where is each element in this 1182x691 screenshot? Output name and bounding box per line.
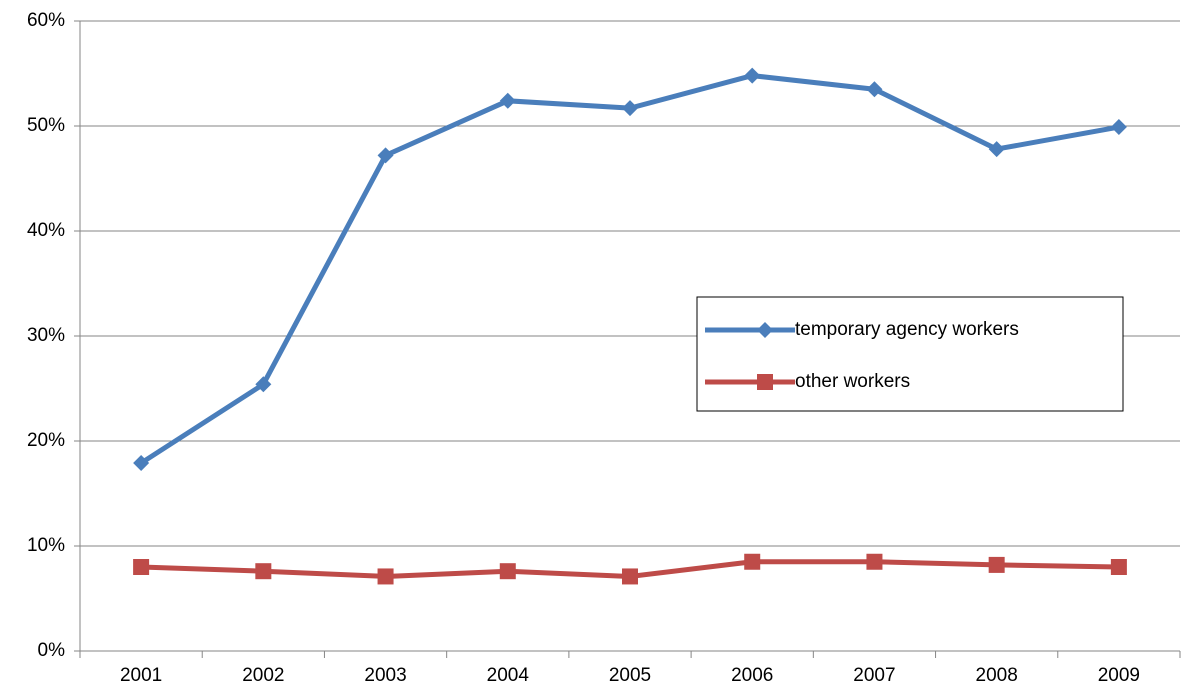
y-tick-label: 0%: [38, 640, 66, 661]
marker: [255, 563, 272, 580]
x-tick-label: 2002: [242, 665, 284, 686]
marker: [377, 147, 394, 164]
marker: [866, 553, 883, 570]
marker: [1110, 119, 1127, 136]
legend-label: temporary agency workers: [795, 319, 1019, 340]
marker: [866, 81, 883, 98]
y-tick-label: 60%: [27, 10, 65, 31]
legend-label: other workers: [795, 371, 910, 392]
x-tick-label: 2004: [487, 665, 530, 686]
marker: [377, 568, 394, 585]
marker: [757, 374, 773, 390]
x-tick-label: 2009: [1098, 665, 1140, 686]
marker: [744, 553, 761, 570]
marker: [744, 67, 761, 84]
y-tick-label: 50%: [27, 115, 65, 136]
marker: [255, 376, 272, 393]
y-tick-label: 30%: [27, 325, 65, 346]
marker: [757, 322, 773, 338]
marker: [133, 559, 150, 575]
x-tick-label: 2005: [609, 665, 651, 686]
legend-box: [696, 296, 1124, 412]
marker: [622, 568, 638, 585]
marker: [1110, 559, 1127, 575]
marker: [133, 455, 150, 472]
marker: [988, 141, 1005, 158]
marker: [988, 556, 1005, 573]
x-tick-label: 2007: [853, 665, 895, 686]
y-tick-label: 20%: [27, 430, 65, 451]
x-tick-label: 2001: [120, 665, 162, 686]
y-tick-label: 40%: [27, 220, 65, 241]
marker: [499, 92, 516, 109]
y-tick-label: 10%: [27, 535, 65, 556]
marker: [499, 563, 516, 580]
marker: [622, 100, 638, 117]
x-tick-label: 2003: [364, 665, 406, 686]
x-tick-label: 2008: [976, 665, 1018, 686]
x-tick-label: 2006: [731, 665, 773, 686]
